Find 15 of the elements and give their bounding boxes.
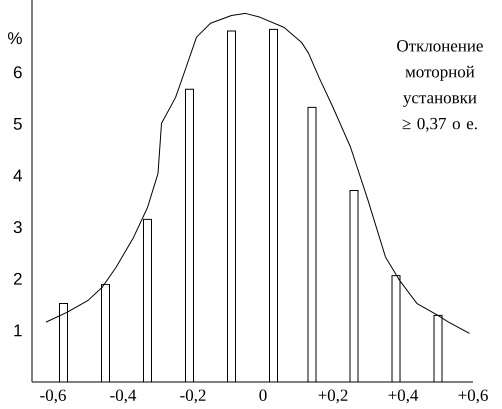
x-tick-label: +0,4	[388, 390, 418, 404]
x-tick-label: +0,6	[458, 390, 488, 404]
y-tick-label: 5	[14, 118, 22, 130]
x-tick-label: -0,4	[110, 390, 136, 404]
y-tick-label: 4	[13, 170, 22, 182]
x-tick-label: +0,2	[318, 390, 348, 404]
y-tick-label: 1	[14, 324, 22, 336]
y-tick-label: 2	[14, 272, 22, 285]
y-tick-label: 6	[14, 66, 22, 78]
annotation: Отклонение моторной установки ≥ 0,37 о е.	[397, 40, 483, 132]
y-tick-label: 3	[14, 221, 22, 234]
x-tick-label: -0,6	[40, 390, 66, 404]
x-tick-label: 0	[259, 390, 267, 401]
x-tick-label: -0,2	[180, 390, 206, 404]
y-axis-title: %	[8, 32, 22, 44]
